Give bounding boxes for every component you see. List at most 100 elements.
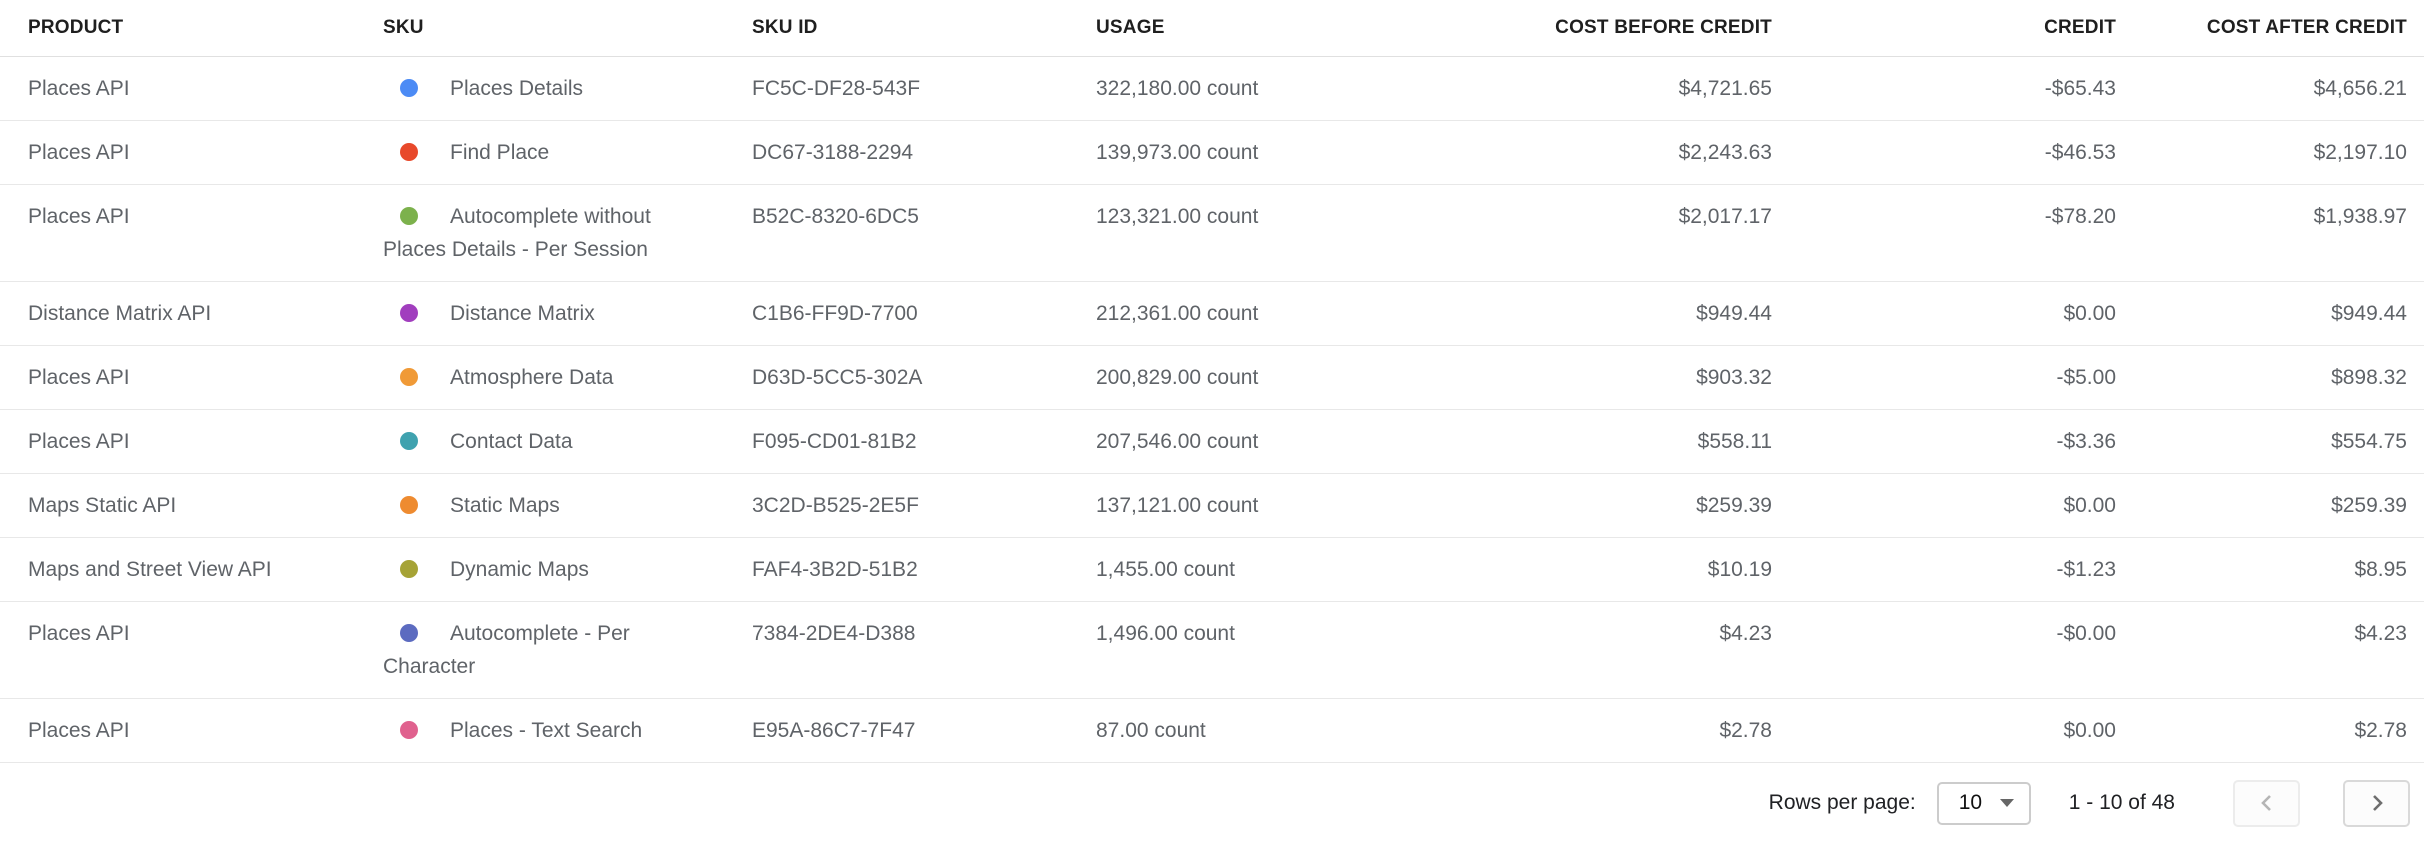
- sku-id-cell: F095-CD01-81B2: [750, 409, 1090, 474]
- product-cell: Places API: [0, 698, 383, 763]
- sku-id-cell: FC5C-DF28-543F: [750, 56, 1090, 121]
- sku-cell: Atmosphere Data: [383, 345, 750, 410]
- sku-id-cell: C1B6-FF9D-7700: [750, 281, 1090, 346]
- usage-cell: 87.00 count: [1090, 698, 1432, 763]
- table-row: Places API Autocomplete - Per Character …: [0, 601, 2424, 699]
- sku-id-cell: D63D-5CC5-302A: [750, 345, 1090, 410]
- cost-before-credit-cell: $558.11: [1432, 409, 1772, 474]
- credit-cell: -$78.20: [1772, 184, 2116, 282]
- column-header-product: PRODUCT: [0, 0, 383, 57]
- cost-after-credit-cell: $1,938.97: [2116, 184, 2424, 282]
- table-row: Maps Static API Static Maps 3C2D-B525-2E…: [0, 473, 2424, 538]
- usage-cell: 207,546.00 count: [1090, 409, 1432, 474]
- sku-cell: Find Place: [383, 120, 750, 185]
- table-row: Places API Contact Data F095-CD01-81B2 2…: [0, 409, 2424, 474]
- usage-cell: 212,361.00 count: [1090, 281, 1432, 346]
- sku-cell: Places Details: [383, 56, 750, 121]
- credit-cell: $0.00: [1772, 473, 2116, 538]
- cost-after-credit-cell: $898.32: [2116, 345, 2424, 410]
- credit-cell: -$65.43: [1772, 56, 2116, 121]
- product-cell: Places API: [0, 345, 383, 410]
- sku-cell: Autocomplete - Per Character: [383, 601, 750, 699]
- product-cell: Places API: [0, 409, 383, 474]
- sku-id-cell: 7384-2DE4-D388: [750, 601, 1090, 699]
- table-row: Maps and Street View API Dynamic Maps FA…: [0, 537, 2424, 602]
- pagination-range: 1 - 10 of 48: [2068, 791, 2175, 814]
- table-row: Places API Places Details FC5C-DF28-543F…: [0, 56, 2424, 121]
- cost-after-credit-cell: $8.95: [2116, 537, 2424, 602]
- sku-cost-table: PRODUCT SKU SKU ID USAGE COST BEFORE CRE…: [0, 0, 2424, 763]
- usage-cell: 123,321.00 count: [1090, 184, 1432, 282]
- column-header-cost-after-credit: COST AFTER CREDIT: [2116, 0, 2424, 57]
- sku-cell: Static Maps: [383, 473, 750, 538]
- usage-cell: 1,496.00 count: [1090, 601, 1432, 699]
- sku-cell: Contact Data: [383, 409, 750, 474]
- cost-after-credit-cell: $2.78: [2116, 698, 2424, 763]
- table-row: Places API Find Place DC67-3188-2294 139…: [0, 120, 2424, 185]
- rows-per-page-label: Rows per page:: [1768, 791, 1916, 814]
- credit-cell: -$0.00: [1772, 601, 2116, 699]
- next-page-button[interactable]: [2343, 779, 2410, 827]
- product-cell: Maps and Street View API: [0, 537, 383, 602]
- cost-before-credit-cell: $2,017.17: [1432, 184, 1772, 282]
- sku-color-dot-icon: [400, 432, 418, 450]
- cost-before-credit-cell: $259.39: [1432, 473, 1772, 538]
- cost-before-credit-cell: $949.44: [1432, 281, 1772, 346]
- sku-name: Autocomplete without Places Details - Pe…: [383, 205, 651, 261]
- sku-id-cell: DC67-3188-2294: [750, 120, 1090, 185]
- column-header-usage: USAGE: [1090, 0, 1432, 57]
- sku-color-dot-icon: [400, 624, 418, 642]
- cost-after-credit-cell: $2,197.10: [2116, 120, 2424, 185]
- column-header-sku-id: SKU ID: [750, 0, 1090, 57]
- chevron-left-icon: [2260, 795, 2271, 811]
- rows-per-page-select[interactable]: 10: [1936, 781, 2031, 825]
- credit-cell: -$5.00: [1772, 345, 2116, 410]
- credit-cell: -$1.23: [1772, 537, 2116, 602]
- cost-after-credit-cell: $554.75: [2116, 409, 2424, 474]
- sku-color-dot-icon: [400, 560, 418, 578]
- sku-cell: Places - Text Search: [383, 698, 750, 763]
- cost-after-credit-cell: $949.44: [2116, 281, 2424, 346]
- sku-color-dot-icon: [400, 304, 418, 322]
- sku-name: Places - Text Search: [450, 719, 643, 742]
- chevron-right-icon: [2372, 795, 2383, 811]
- sku-cell: Autocomplete without Places Details - Pe…: [383, 184, 750, 282]
- product-cell: Places API: [0, 601, 383, 699]
- sku-name: Static Maps: [450, 494, 560, 517]
- sku-color-dot-icon: [400, 143, 418, 161]
- rows-per-page-value: 10: [1958, 791, 1983, 814]
- sku-id-cell: B52C-8320-6DC5: [750, 184, 1090, 282]
- sku-name: Distance Matrix: [450, 302, 595, 325]
- cost-before-credit-cell: $10.19: [1432, 537, 1772, 602]
- cost-before-credit-cell: $903.32: [1432, 345, 1772, 410]
- usage-cell: 1,455.00 count: [1090, 537, 1432, 602]
- cost-after-credit-cell: $4,656.21: [2116, 56, 2424, 121]
- sku-name: Places Details: [450, 77, 584, 100]
- cost-before-credit-cell: $2.78: [1432, 698, 1772, 763]
- cost-after-credit-cell: $4.23: [2116, 601, 2424, 699]
- cost-after-credit-cell: $259.39: [2116, 473, 2424, 538]
- pagination-bar: Rows per page: 10 1 - 10 of 48: [0, 763, 2424, 843]
- table-row: Places API Autocomplete without Places D…: [0, 184, 2424, 282]
- usage-cell: 137,121.00 count: [1090, 473, 1432, 538]
- sku-color-dot-icon: [400, 207, 418, 225]
- column-header-sku: SKU: [383, 0, 750, 57]
- product-cell: Places API: [0, 56, 383, 121]
- table-row: Distance Matrix API Distance Matrix C1B6…: [0, 281, 2424, 346]
- sku-color-dot-icon: [400, 79, 418, 97]
- credit-cell: -$3.36: [1772, 409, 2116, 474]
- usage-cell: 200,829.00 count: [1090, 345, 1432, 410]
- product-cell: Maps Static API: [0, 473, 383, 538]
- credit-cell: $0.00: [1772, 281, 2116, 346]
- sku-cell: Distance Matrix: [383, 281, 750, 346]
- cost-before-credit-cell: $4,721.65: [1432, 56, 1772, 121]
- sku-color-dot-icon: [400, 721, 418, 739]
- cost-before-credit-cell: $4.23: [1432, 601, 1772, 699]
- product-cell: Places API: [0, 184, 383, 282]
- product-cell: Distance Matrix API: [0, 281, 383, 346]
- product-cell: Places API: [0, 120, 383, 185]
- previous-page-button[interactable]: [2233, 779, 2300, 827]
- sku-id-cell: 3C2D-B525-2E5F: [750, 473, 1090, 538]
- credit-cell: $0.00: [1772, 698, 2116, 763]
